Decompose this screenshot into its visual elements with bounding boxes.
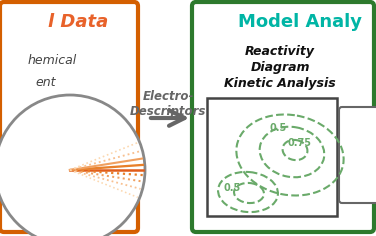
Text: l Data: l Data [48,13,108,31]
Text: Reactivity: Reactivity [245,46,315,59]
Text: Diagram: Diagram [250,62,310,75]
Text: ent: ent [36,76,56,88]
Text: hemical: hemical [27,54,77,67]
Text: Model Analy: Model Analy [238,13,362,31]
FancyBboxPatch shape [0,2,138,232]
Text: Kinetic Analysis: Kinetic Analysis [224,77,336,90]
Text: 0.5: 0.5 [269,123,287,133]
Text: 0.75: 0.75 [288,138,312,148]
FancyBboxPatch shape [192,2,374,232]
Text: 0.5: 0.5 [223,183,241,193]
Text: Descriptors: Descriptors [130,105,206,118]
FancyBboxPatch shape [339,107,376,203]
Text: Electro-: Electro- [142,89,194,102]
Circle shape [0,95,145,236]
FancyBboxPatch shape [207,98,337,216]
